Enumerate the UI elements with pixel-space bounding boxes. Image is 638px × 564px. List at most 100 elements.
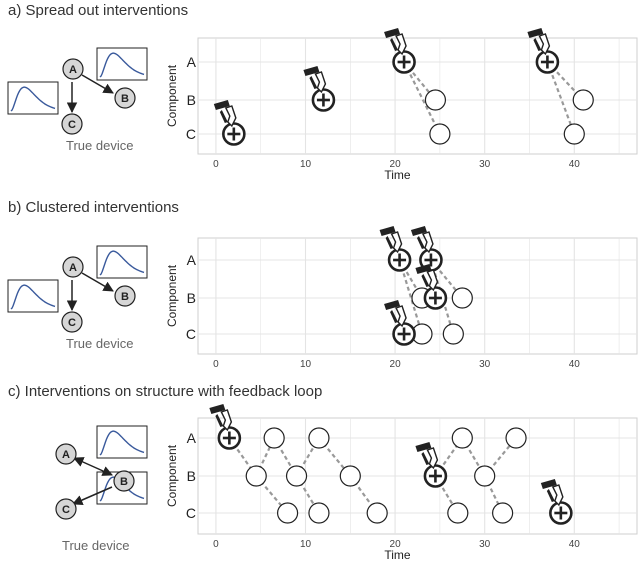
response-circle (474, 465, 496, 487)
response-circle (285, 465, 308, 487)
device-label: True device (66, 336, 133, 351)
intervention-tool-icon (384, 28, 407, 56)
intervention-marker (415, 264, 448, 310)
x-axis-label: Time (384, 168, 411, 182)
intervention-marker (384, 28, 416, 74)
node-b-label: B (121, 93, 129, 105)
panel-c: A B C True device A B C Component 0 10 20 30 40 Time (55, 404, 638, 562)
device-diagram: A B C True device (7, 245, 148, 351)
response-circle (429, 123, 451, 145)
row-label-c: C (186, 126, 196, 142)
intervention-marker (379, 226, 412, 272)
node-a: A (62, 256, 84, 278)
row-label-c: C (186, 505, 196, 521)
intervention-tool-icon (527, 28, 551, 56)
device-diagram: A B C True device (7, 47, 148, 153)
panel-b: A B C True device A B C Component 0 10 20 30 40 (7, 226, 638, 370)
row-label-a: A (187, 54, 197, 70)
node-a-label: A (69, 64, 77, 76)
arrow-a-b (73, 457, 113, 476)
intervention-marker (527, 28, 560, 74)
x-tick-label: 40 (569, 159, 581, 170)
row-label-b: B (187, 92, 196, 108)
arrow-a-b (81, 272, 114, 292)
row-label-b: B (187, 290, 196, 306)
panel-b-title: b) Clustered interventions (8, 199, 179, 216)
intervention-marker (415, 442, 448, 488)
curve-box-top (96, 245, 148, 279)
x-tick-label: 30 (479, 159, 491, 170)
node-b-label: B (121, 291, 129, 303)
node-c-label: C (68, 317, 76, 329)
row-label-c: C (186, 326, 196, 342)
response-circle (308, 502, 330, 524)
timeline-plot: A B C Component 0 10 20 30 40 Time (165, 28, 638, 182)
response-circle (492, 502, 514, 524)
intervention-marker (303, 66, 336, 112)
panel-a: A B C True device A B C Component 0 10 20 30 40 Time (7, 28, 638, 182)
curve-box-top (96, 47, 148, 81)
node-a-label: A (62, 449, 70, 461)
x-tick-label: 10 (300, 359, 312, 370)
x-tick-label: 0 (213, 159, 219, 170)
timeline-plot: A B C Component 0 10 20 30 40 Time (165, 404, 638, 562)
node-c: C (55, 498, 77, 520)
intervention-tool-icon (379, 226, 403, 254)
arrow-b-c (72, 486, 113, 506)
response-circle (451, 287, 473, 309)
node-b-label: B (120, 476, 128, 488)
x-tick-label: 20 (390, 159, 402, 170)
intervention-marker (213, 100, 246, 146)
response-circle (447, 502, 469, 524)
x-tick-label: 10 (300, 159, 312, 170)
x-tick-label: 20 (390, 359, 402, 370)
node-b: B (113, 470, 135, 492)
response-circle (505, 427, 527, 449)
response-circle (366, 502, 388, 524)
causal-link (546, 61, 576, 135)
intervention-tool-icon (213, 100, 237, 128)
arrow-a-b (81, 74, 114, 94)
intervention-marker (540, 479, 573, 525)
x-tick-label: 0 (213, 359, 219, 370)
intervention-marker (209, 404, 242, 450)
y-axis-label: Component (165, 64, 179, 127)
row-label-a: A (187, 430, 197, 446)
node-c: C (61, 113, 83, 135)
node-a: A (55, 443, 77, 465)
timeline-plot: A B C Component 0 10 20 30 40 (165, 226, 638, 370)
response-circle (339, 465, 361, 487)
node-a-label: A (69, 262, 77, 274)
y-axis-label: Component (165, 264, 179, 327)
node-b: B (114, 87, 136, 109)
curve-box-left (7, 81, 59, 115)
curve-box-top (96, 425, 148, 459)
panel-c-title: c) Interventions on structure with feedb… (8, 383, 323, 400)
intervention-tool-icon (540, 479, 564, 507)
panel-a-title: a) Spread out interventions (8, 2, 189, 19)
node-a: A (62, 58, 84, 80)
y-axis-label: Component (165, 444, 179, 507)
intervention-marker (384, 300, 416, 346)
x-tick-label: 0 (213, 539, 219, 550)
intervention-tool-icon (384, 300, 407, 328)
intervention-tool-icon (303, 66, 327, 94)
device-diagram: A B C True device (55, 425, 148, 553)
response-circle (276, 502, 299, 524)
x-tick-label: 40 (569, 539, 581, 550)
node-c-label: C (62, 504, 70, 516)
x-tick-label: 40 (569, 359, 581, 370)
x-tick-label: 10 (300, 539, 312, 550)
device-label: True device (62, 538, 129, 553)
response-circle (572, 89, 594, 111)
response-circle (263, 427, 285, 449)
node-c-label: C (68, 119, 76, 131)
x-tick-label: 30 (479, 359, 491, 370)
response-circle (308, 427, 330, 449)
response-circle (245, 465, 267, 487)
response-circle (451, 427, 473, 449)
x-axis-label: Time (384, 548, 411, 562)
response-circle (563, 123, 585, 145)
intervention-tool-icon (415, 442, 439, 470)
